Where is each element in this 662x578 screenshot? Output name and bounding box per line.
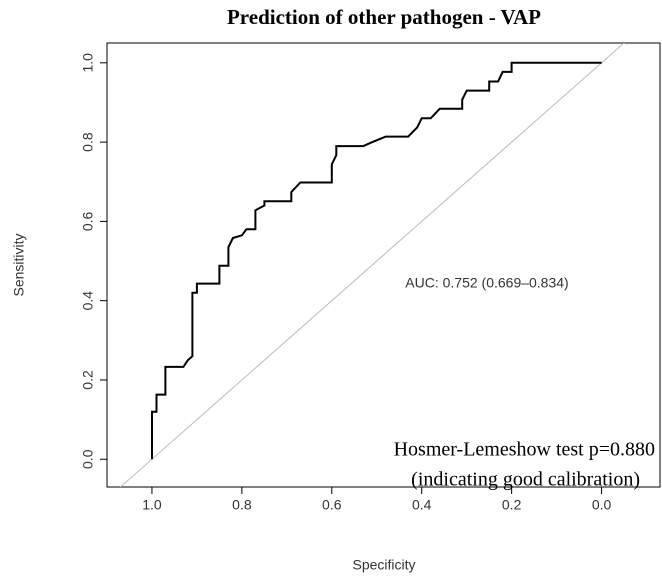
x-tick-label: 1.0 bbox=[142, 497, 162, 513]
y-tick-label: 0.0 bbox=[80, 449, 96, 469]
y-tick-label: 0.2 bbox=[80, 370, 96, 390]
x-tick-label: 0.4 bbox=[412, 497, 432, 513]
x-axis-label: Specificity bbox=[352, 557, 415, 573]
y-tick-label: 0.8 bbox=[80, 132, 96, 152]
calibration-annotation: Hosmer-Lemeshow test p=0.880 bbox=[394, 439, 655, 461]
y-tick-label: 0.6 bbox=[80, 211, 96, 231]
reference-diagonal bbox=[119, 43, 625, 487]
y-tick-label: 1.0 bbox=[80, 53, 96, 73]
plot-frame bbox=[106, 42, 661, 488]
auc-annotation: AUC: 0.752 (0.669–0.834) bbox=[405, 275, 568, 291]
y-tick-label: 0.4 bbox=[80, 291, 96, 311]
x-tick-label: 0.2 bbox=[502, 497, 522, 513]
calibration-annotation: (indicating good calibration) bbox=[411, 469, 640, 491]
chart-title: Prediction of other pathogen - VAP bbox=[227, 5, 541, 29]
x-tick-label: 0.6 bbox=[322, 497, 342, 513]
x-tick-label: 0.8 bbox=[232, 497, 252, 513]
x-tick-label: 0.0 bbox=[592, 497, 612, 513]
roc-curve bbox=[151, 61, 602, 460]
y-axis-label: Sensitivity bbox=[11, 233, 27, 296]
